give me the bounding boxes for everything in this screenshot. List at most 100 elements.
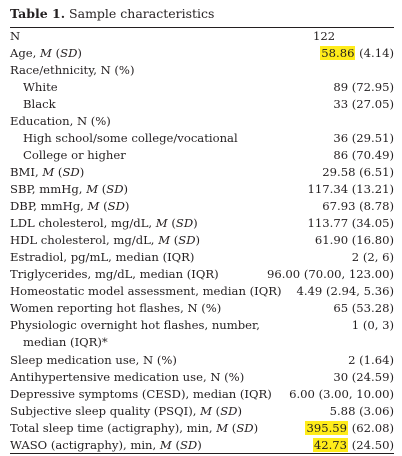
- row-label-stat: M: [200, 404, 212, 418]
- row-value-text: 29.58 (6.51): [322, 165, 394, 179]
- row-value-text: 33 (27.05): [333, 97, 394, 111]
- row-value: 4.49 (2.94, 5.36): [296, 283, 394, 300]
- row-label-text: ): [253, 421, 259, 435]
- row-label: Triglycerides, mg/dL, median (IQR): [10, 266, 219, 283]
- row-label-text: (: [54, 165, 63, 179]
- row-label-text: (: [170, 233, 179, 247]
- row-label-text: Age,: [10, 46, 41, 60]
- row-label-stat: M: [159, 438, 172, 452]
- row-value: 29.58 (6.51): [322, 164, 394, 181]
- row-label: Antihypertensive medication use, N (%): [10, 369, 244, 386]
- row-label-text: ): [124, 199, 130, 213]
- row-label-text: Homeostatic model assessment, median (IQ…: [10, 284, 282, 298]
- row-label-text: ): [193, 216, 198, 230]
- row-value-text: (62.08): [348, 421, 394, 435]
- row-label-stat: SD: [236, 421, 254, 435]
- row-value-text: 4.49 (2.94, 5.36): [296, 284, 394, 298]
- table-row: Age, M (SD) 58.86 (4.14): [10, 45, 394, 62]
- table-row: Physiologic overnight hot flashes, numbe…: [10, 317, 394, 334]
- row-value-text: 67.93 (8.78): [322, 199, 394, 213]
- row-label: median (IQR)*: [23, 334, 108, 351]
- row-label: N: [10, 28, 20, 45]
- row-value-text: (24.50): [348, 438, 394, 452]
- row-label-text: WASO (actigraphy), min,: [10, 438, 160, 452]
- row-value: 42.73 (24.50): [312, 437, 394, 454]
- row-label: BMI, M (SD): [10, 164, 84, 181]
- row-label: DBP, mmHg, M (SD): [10, 198, 129, 215]
- row-label: Age, M (SD): [10, 45, 82, 62]
- row-label-text: Total sleep time (actigraphy), min,: [10, 421, 217, 435]
- row-label-text: (: [228, 421, 237, 435]
- table-row: BMI, M (SD) 29.58 (6.51): [10, 164, 394, 181]
- row-label-text: College or higher: [23, 148, 126, 162]
- row-value-text: 86 (70.49): [333, 148, 394, 162]
- row-label: Sleep medication use, N (%): [10, 352, 177, 369]
- table-row: Sleep medication use, N (%) 2 (1.64): [10, 352, 394, 369]
- row-label: High school/some college/vocational: [23, 130, 238, 147]
- row-value: 395.59 (62.08): [305, 420, 394, 437]
- table-row: LDL cholesterol, mg/dL, M (SD) 113.77 (34…: [10, 215, 394, 232]
- row-label: White: [23, 79, 58, 96]
- table-number: Table 1.: [10, 6, 66, 21]
- row-value: 65 (53.28): [333, 300, 394, 317]
- table-top-rule: [10, 27, 394, 28]
- row-label: College or higher: [23, 147, 126, 164]
- row-label: Homeostatic model assessment, median (IQ…: [10, 283, 281, 300]
- highlighted-value: 58.86: [320, 46, 356, 60]
- row-label-text: (: [171, 438, 180, 452]
- row-label-text: DBP, mmHg,: [10, 199, 88, 213]
- row-label-text: Education, N (%): [10, 114, 111, 128]
- row-value: 36 (29.51): [333, 130, 394, 147]
- row-label: Depressive symptoms (CESD), median (IQR): [10, 386, 272, 403]
- row-value: 89 (72.95): [333, 79, 394, 96]
- row-value-text: 122: [313, 29, 336, 43]
- table-row: Women reporting hot flashes, N (%) 65 (53…: [10, 300, 394, 317]
- row-label-text: Triglycerides, mg/dL, median (IQR): [10, 267, 219, 281]
- row-value: 30 (24.59): [333, 369, 394, 386]
- row-label-text: (: [99, 199, 108, 213]
- row-value: 61.90 (16.80): [315, 232, 394, 249]
- table-row: WASO (actigraphy), min, M (SD) 42.73 (24.…: [10, 437, 394, 454]
- row-label-text: ): [195, 233, 201, 247]
- table-caption: Table 1. Sample characteristics: [10, 6, 214, 22]
- table-row: N 122: [10, 28, 394, 45]
- row-value: 5.88 (3.06): [330, 403, 394, 420]
- row-label: Women reporting hot flashes, N (%): [10, 300, 221, 317]
- row-label-text: SBP, mmHg,: [10, 182, 87, 196]
- table-row: Education, N (%): [10, 113, 394, 130]
- row-label-text: median (IQR)*: [23, 335, 108, 349]
- row-label-stat: M: [86, 182, 99, 196]
- row-value-text: 117.34 (13.21): [307, 182, 395, 196]
- row-label-text: ): [197, 438, 202, 452]
- row-label-text: HDL cholesterol, mg/dL,: [10, 233, 159, 247]
- row-value-text: (4.14): [355, 46, 394, 60]
- row-label-text: ): [79, 165, 85, 179]
- row-label: Black: [23, 96, 56, 113]
- row-value-text: 5.88 (3.06): [329, 404, 394, 418]
- row-label-text: ): [77, 46, 82, 60]
- row-label-stat: M: [42, 165, 55, 179]
- row-label-text: Physiologic overnight hot flashes, numbe…: [10, 318, 260, 332]
- row-label: SBP, mmHg, M (SD): [10, 181, 128, 198]
- row-value: 2 (2, 6): [352, 249, 394, 266]
- row-label-text: Subjective sleep quality (PSQI),: [10, 404, 201, 418]
- table-row: Homeostatic model assessment, median (IQ…: [10, 283, 394, 300]
- table-row: White 89 (72.95): [10, 79, 394, 96]
- row-label-stat: M: [87, 199, 100, 213]
- row-label-text: BMI,: [10, 165, 43, 179]
- row-value-text: 61.90 (16.80): [314, 233, 394, 247]
- row-value: 58.86 (4.14): [320, 45, 394, 62]
- row-label-text: Women reporting hot flashes, N (%): [10, 301, 222, 315]
- table-row: Race/ethnicity, N (%): [10, 62, 394, 79]
- row-label: Subjective sleep quality (PSQI), M (SD): [10, 403, 242, 420]
- row-value-text: 36 (29.51): [333, 131, 394, 145]
- table-row: College or higher 86 (70.49): [10, 147, 394, 164]
- row-label-text: LDL cholesterol, mg/dL,: [10, 216, 156, 230]
- table-row: HDL cholesterol, mg/dL, M (SD) 61.90 (16.…: [10, 232, 394, 249]
- row-label-text: (: [98, 182, 107, 196]
- row-label-stat: SD: [62, 165, 80, 179]
- row-label-stat: M: [155, 216, 168, 230]
- row-label: Physiologic overnight hot flashes, numbe…: [10, 317, 260, 334]
- row-label-stat: SD: [60, 46, 78, 60]
